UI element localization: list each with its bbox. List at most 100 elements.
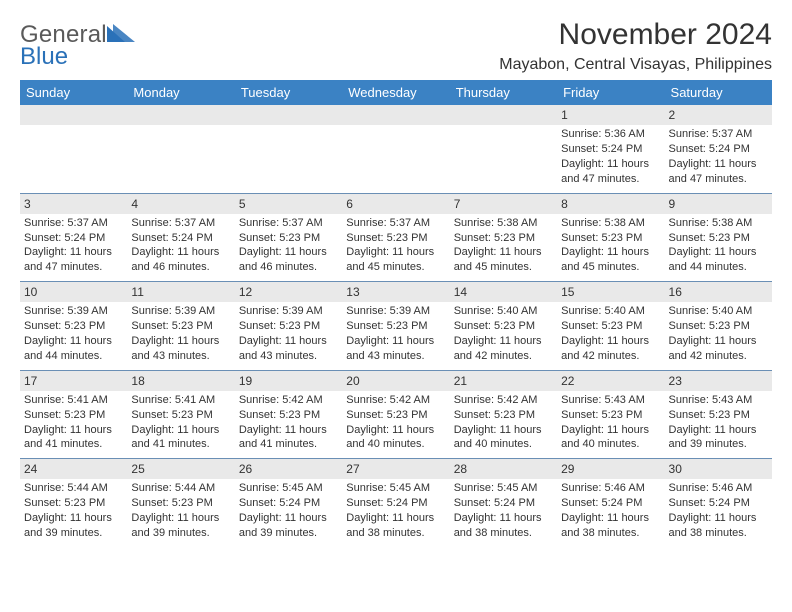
page-header: General Blue November 2024 Mayabon, Cent… [20,18,772,74]
day-cell: Sunrise: 5:45 AMSunset: 5:24 PMDaylight:… [450,479,557,546]
day-content-row: Sunrise: 5:41 AMSunset: 5:23 PMDaylight:… [20,391,772,459]
day-cell [342,125,449,193]
day-cell-text: Sunrise: 5:42 AMSunset: 5:23 PMDaylight:… [454,391,553,452]
day-cell: Sunrise: 5:40 AMSunset: 5:23 PMDaylight:… [557,302,664,370]
day-cell-text: Sunrise: 5:38 AMSunset: 5:23 PMDaylight:… [669,214,768,275]
day-content-row: Sunrise: 5:37 AMSunset: 5:24 PMDaylight:… [20,214,772,282]
day-cell-text: Sunrise: 5:45 AMSunset: 5:24 PMDaylight:… [454,479,553,540]
day-number: 8 [557,193,664,214]
location-subtitle: Mayabon, Central Visayas, Philippines [499,56,772,74]
day-cell: Sunrise: 5:39 AMSunset: 5:23 PMDaylight:… [342,302,449,370]
day-number: 30 [665,459,772,480]
day-cell: Sunrise: 5:37 AMSunset: 5:24 PMDaylight:… [20,214,127,282]
day-cell-text: Sunrise: 5:46 AMSunset: 5:24 PMDaylight:… [561,479,660,540]
day-cell: Sunrise: 5:42 AMSunset: 5:23 PMDaylight:… [235,391,342,459]
day-cell-text: Sunrise: 5:39 AMSunset: 5:23 PMDaylight:… [239,302,338,363]
day-cell: Sunrise: 5:38 AMSunset: 5:23 PMDaylight:… [450,214,557,282]
day-number: 27 [342,459,449,480]
day-content-row: Sunrise: 5:39 AMSunset: 5:23 PMDaylight:… [20,302,772,370]
day-cell: Sunrise: 5:37 AMSunset: 5:24 PMDaylight:… [665,125,772,193]
day-number: 19 [235,370,342,391]
day-cell: Sunrise: 5:38 AMSunset: 5:23 PMDaylight:… [557,214,664,282]
day-cell: Sunrise: 5:39 AMSunset: 5:23 PMDaylight:… [20,302,127,370]
day-cell: Sunrise: 5:36 AMSunset: 5:24 PMDaylight:… [557,125,664,193]
day-cell-text: Sunrise: 5:40 AMSunset: 5:23 PMDaylight:… [669,302,768,363]
day-number: 14 [450,282,557,303]
day-number: 18 [127,370,234,391]
day-cell-text: Sunrise: 5:39 AMSunset: 5:23 PMDaylight:… [346,302,445,363]
day-cell: Sunrise: 5:40 AMSunset: 5:23 PMDaylight:… [450,302,557,370]
day-number: 24 [20,459,127,480]
day-number [342,105,449,125]
day-cell: Sunrise: 5:46 AMSunset: 5:24 PMDaylight:… [557,479,664,546]
day-cell-text: Sunrise: 5:37 AMSunset: 5:24 PMDaylight:… [24,214,123,275]
day-number: 20 [342,370,449,391]
day-number [20,105,127,125]
day-cell: Sunrise: 5:40 AMSunset: 5:23 PMDaylight:… [665,302,772,370]
day-cell: Sunrise: 5:44 AMSunset: 5:23 PMDaylight:… [20,479,127,546]
day-number: 7 [450,193,557,214]
day-cell: Sunrise: 5:41 AMSunset: 5:23 PMDaylight:… [20,391,127,459]
day-cell: Sunrise: 5:38 AMSunset: 5:23 PMDaylight:… [665,214,772,282]
day-number: 15 [557,282,664,303]
day-cell-text [131,125,230,127]
day-cell [235,125,342,193]
day-number: 22 [557,370,664,391]
day-number: 3 [20,193,127,214]
day-cell: Sunrise: 5:42 AMSunset: 5:23 PMDaylight:… [342,391,449,459]
day-cell-text: Sunrise: 5:40 AMSunset: 5:23 PMDaylight:… [561,302,660,363]
day-number: 6 [342,193,449,214]
day-number: 16 [665,282,772,303]
day-cell-text [239,125,338,127]
day-number: 28 [450,459,557,480]
day-cell-text: Sunrise: 5:37 AMSunset: 5:24 PMDaylight:… [669,125,768,186]
day-number: 13 [342,282,449,303]
day-cell: Sunrise: 5:39 AMSunset: 5:23 PMDaylight:… [235,302,342,370]
day-number-row: 3456789 [20,193,772,214]
day-cell-text: Sunrise: 5:38 AMSunset: 5:23 PMDaylight:… [454,214,553,275]
day-cell-text: Sunrise: 5:39 AMSunset: 5:23 PMDaylight:… [24,302,123,363]
day-number: 1 [557,105,664,125]
day-cell-text: Sunrise: 5:44 AMSunset: 5:23 PMDaylight:… [24,479,123,540]
day-cell-text: Sunrise: 5:42 AMSunset: 5:23 PMDaylight:… [346,391,445,452]
title-block: November 2024 Mayabon, Central Visayas, … [499,18,772,74]
day-cell-text: Sunrise: 5:43 AMSunset: 5:23 PMDaylight:… [669,391,768,452]
day-number-row: 10111213141516 [20,282,772,303]
day-header: Thursday [450,80,557,105]
day-number-row: 12 [20,105,772,125]
day-number: 9 [665,193,772,214]
day-cell: Sunrise: 5:42 AMSunset: 5:23 PMDaylight:… [450,391,557,459]
calendar-table: SundayMondayTuesdayWednesdayThursdayFrid… [20,80,772,547]
day-number-row: 17181920212223 [20,370,772,391]
day-cell [450,125,557,193]
day-cell-text [24,125,123,127]
brand-triangle-icon [107,21,135,48]
day-cell: Sunrise: 5:39 AMSunset: 5:23 PMDaylight:… [127,302,234,370]
day-header: Sunday [20,80,127,105]
day-content-row: Sunrise: 5:36 AMSunset: 5:24 PMDaylight:… [20,125,772,193]
day-number [450,105,557,125]
day-number-row: 24252627282930 [20,459,772,480]
day-header: Wednesday [342,80,449,105]
day-number: 26 [235,459,342,480]
brand-word-2: Blue [20,43,68,70]
day-number: 17 [20,370,127,391]
day-cell: Sunrise: 5:43 AMSunset: 5:23 PMDaylight:… [557,391,664,459]
day-cell: Sunrise: 5:46 AMSunset: 5:24 PMDaylight:… [665,479,772,546]
day-cell: Sunrise: 5:45 AMSunset: 5:24 PMDaylight:… [342,479,449,546]
day-header: Tuesday [235,80,342,105]
day-number: 2 [665,105,772,125]
day-cell [127,125,234,193]
day-header: Friday [557,80,664,105]
day-cell: Sunrise: 5:43 AMSunset: 5:23 PMDaylight:… [665,391,772,459]
month-title: November 2024 [499,18,772,52]
day-header: Saturday [665,80,772,105]
day-cell-text: Sunrise: 5:38 AMSunset: 5:23 PMDaylight:… [561,214,660,275]
day-cell-text: Sunrise: 5:45 AMSunset: 5:24 PMDaylight:… [346,479,445,540]
day-cell-text: Sunrise: 5:36 AMSunset: 5:24 PMDaylight:… [561,125,660,186]
brand-text: General Blue [20,24,135,67]
calendar-header-row: SundayMondayTuesdayWednesdayThursdayFrid… [20,80,772,105]
day-cell: Sunrise: 5:37 AMSunset: 5:23 PMDaylight:… [342,214,449,282]
day-cell: Sunrise: 5:37 AMSunset: 5:23 PMDaylight:… [235,214,342,282]
brand-logo: General Blue [20,18,135,67]
